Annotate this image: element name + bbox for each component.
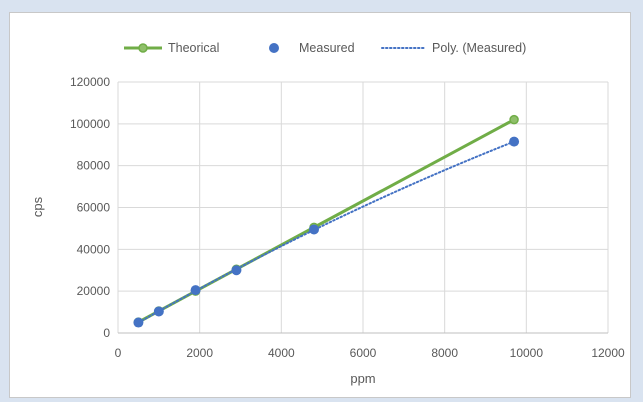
series-layer xyxy=(133,114,520,328)
y-tick-label: 60000 xyxy=(77,201,111,215)
measured-point xyxy=(509,136,520,147)
series-line-poly-measured xyxy=(137,140,516,324)
x-tick-label: 8000 xyxy=(431,346,458,360)
legend-marker-measured xyxy=(269,43,279,53)
measured-point xyxy=(190,285,201,296)
x-tick-label: 0 xyxy=(115,346,122,360)
measured-point xyxy=(309,224,319,235)
y-tick-label: 120000 xyxy=(70,75,110,89)
x-tick-label: 2000 xyxy=(186,346,213,360)
x-axis-label: ppm xyxy=(350,371,375,386)
y-tick-label: 100000 xyxy=(70,117,110,131)
measured-point xyxy=(133,317,144,328)
x-tick-label: 10000 xyxy=(510,346,544,360)
measured-point xyxy=(231,265,242,276)
legend-label-theorical: Theorical xyxy=(168,41,219,55)
y-tick-label: 0 xyxy=(103,326,110,340)
legend-label-measured: Measured xyxy=(299,41,355,55)
legend: Theorical Measured Poly. (Measured) xyxy=(124,41,526,55)
x-tick-label: 12000 xyxy=(591,346,625,360)
y-tick-label: 20000 xyxy=(77,284,111,298)
y-tick-label: 80000 xyxy=(77,159,111,173)
theorical-point xyxy=(509,114,519,125)
legend-label-poly-measured: Poly. (Measured) xyxy=(432,41,526,55)
y-axis-label: cps xyxy=(30,196,45,217)
y-tick-label: 40000 xyxy=(77,242,111,256)
measured-point xyxy=(153,306,164,317)
x-tick-label: 6000 xyxy=(350,346,377,360)
x-tick-label: 4000 xyxy=(268,346,295,360)
tick-labels: 0 2000 4000 6000 8000 10000 120000200004000060… xyxy=(70,75,625,360)
chart-frame: 0 2000 4000 6000 8000 10000 12000 0 20000 40000 60… xyxy=(9,12,631,398)
legend-marker-theorical xyxy=(138,43,148,53)
grid xyxy=(117,81,609,334)
scatter-chart: 0 2000 4000 6000 8000 10000 120000200004000060… xyxy=(30,41,625,386)
